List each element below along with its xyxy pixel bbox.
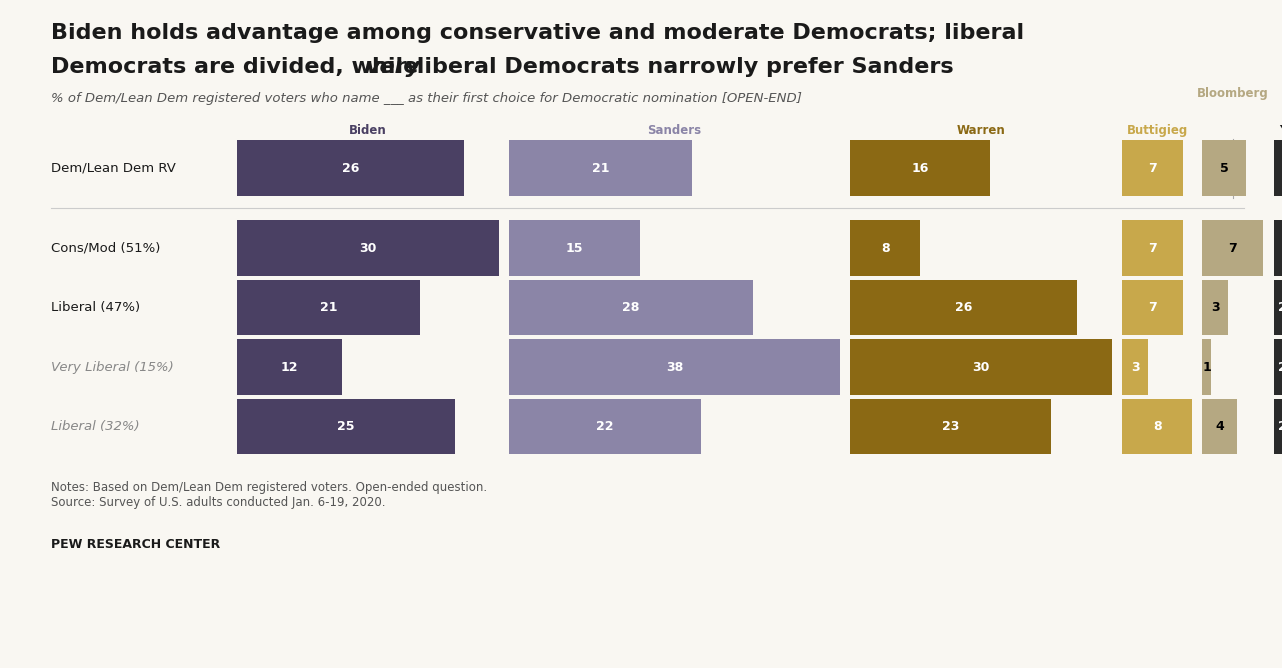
- FancyBboxPatch shape: [1122, 220, 1183, 276]
- Text: Yang: Yang: [1279, 124, 1282, 137]
- Text: 3: 3: [1131, 361, 1140, 373]
- FancyBboxPatch shape: [1122, 339, 1149, 395]
- Text: Dem/Lean Dem RV: Dem/Lean Dem RV: [51, 162, 176, 174]
- FancyBboxPatch shape: [1122, 140, 1183, 196]
- FancyBboxPatch shape: [1122, 280, 1183, 335]
- FancyBboxPatch shape: [509, 399, 701, 454]
- FancyBboxPatch shape: [1273, 280, 1282, 335]
- FancyBboxPatch shape: [1273, 339, 1282, 395]
- Text: Buttigieg: Buttigieg: [1127, 124, 1187, 137]
- Text: Very Liberal (15%): Very Liberal (15%): [51, 361, 174, 373]
- Text: 21: 21: [592, 162, 609, 174]
- Text: 26: 26: [955, 301, 973, 314]
- FancyBboxPatch shape: [237, 280, 420, 335]
- Text: 15: 15: [565, 242, 583, 255]
- FancyBboxPatch shape: [509, 280, 753, 335]
- Text: Biden: Biden: [349, 124, 387, 137]
- Text: 3: 3: [1211, 301, 1219, 314]
- Text: Biden holds advantage among conservative and moderate Democrats; liberal: Biden holds advantage among conservative…: [51, 23, 1024, 43]
- Text: liberal Democrats narrowly prefer Sanders: liberal Democrats narrowly prefer Sander…: [409, 57, 954, 77]
- Text: 7: 7: [1149, 242, 1158, 255]
- Text: 26: 26: [342, 162, 359, 174]
- FancyBboxPatch shape: [850, 220, 920, 276]
- FancyBboxPatch shape: [1203, 280, 1228, 335]
- Text: 5: 5: [1219, 162, 1228, 174]
- FancyBboxPatch shape: [1203, 220, 1263, 276]
- FancyBboxPatch shape: [1273, 220, 1282, 276]
- Text: 28: 28: [622, 301, 640, 314]
- Text: 23: 23: [942, 420, 959, 433]
- Text: Warren: Warren: [956, 124, 1005, 137]
- Text: Democrats are divided, while: Democrats are divided, while: [51, 57, 427, 77]
- Text: PEW RESEARCH CENTER: PEW RESEARCH CENTER: [51, 538, 221, 550]
- Text: 21: 21: [320, 301, 337, 314]
- FancyBboxPatch shape: [509, 220, 640, 276]
- FancyBboxPatch shape: [850, 140, 990, 196]
- FancyBboxPatch shape: [509, 339, 840, 395]
- Text: 7: 7: [1228, 242, 1237, 255]
- Text: 12: 12: [281, 361, 299, 373]
- FancyBboxPatch shape: [1203, 339, 1211, 395]
- Text: 25: 25: [337, 420, 355, 433]
- Text: Cons/Mod (51%): Cons/Mod (51%): [51, 242, 160, 255]
- Text: Notes: Based on Dem/Lean Dem registered voters. Open-ended question.
Source: Sur: Notes: Based on Dem/Lean Dem registered …: [51, 481, 487, 509]
- Text: 30: 30: [973, 361, 990, 373]
- Text: 1: 1: [1203, 361, 1211, 373]
- Text: Sanders: Sanders: [647, 124, 701, 137]
- FancyBboxPatch shape: [850, 339, 1111, 395]
- FancyBboxPatch shape: [237, 399, 455, 454]
- Text: Liberal (47%): Liberal (47%): [51, 301, 141, 314]
- Text: 2: 2: [1278, 301, 1282, 314]
- FancyBboxPatch shape: [1203, 399, 1237, 454]
- FancyBboxPatch shape: [850, 280, 1077, 335]
- Text: 8: 8: [881, 242, 890, 255]
- Text: 22: 22: [596, 420, 614, 433]
- Text: 8: 8: [1153, 420, 1161, 433]
- FancyBboxPatch shape: [509, 140, 692, 196]
- FancyBboxPatch shape: [237, 339, 342, 395]
- Text: very: very: [365, 57, 420, 77]
- FancyBboxPatch shape: [1122, 399, 1192, 454]
- Text: 7: 7: [1149, 162, 1158, 174]
- Text: % of Dem/Lean Dem registered voters who name ___ as their first choice for Democ: % of Dem/Lean Dem registered voters who …: [51, 92, 803, 105]
- FancyBboxPatch shape: [237, 140, 464, 196]
- FancyBboxPatch shape: [850, 399, 1051, 454]
- Text: 30: 30: [359, 242, 377, 255]
- Text: 2: 2: [1278, 420, 1282, 433]
- Text: 4: 4: [1215, 420, 1224, 433]
- FancyBboxPatch shape: [237, 220, 499, 276]
- FancyBboxPatch shape: [1273, 399, 1282, 454]
- Text: 2: 2: [1278, 361, 1282, 373]
- Text: Liberal (32%): Liberal (32%): [51, 420, 140, 433]
- FancyBboxPatch shape: [1273, 140, 1282, 196]
- Text: 16: 16: [912, 162, 929, 174]
- Text: Bloomberg: Bloomberg: [1197, 88, 1269, 100]
- FancyBboxPatch shape: [1203, 140, 1246, 196]
- Text: 7: 7: [1149, 301, 1158, 314]
- Text: 38: 38: [665, 361, 683, 373]
